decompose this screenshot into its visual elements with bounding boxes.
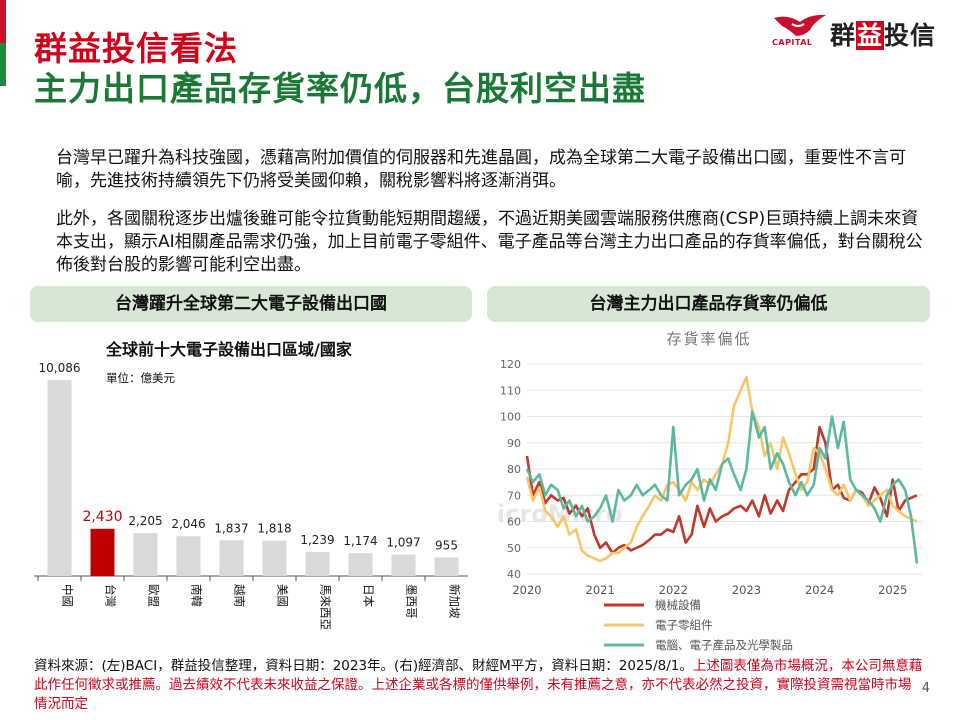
bar-value-label: 1,174 bbox=[343, 534, 377, 548]
bar-category-label: 歐盟 bbox=[147, 584, 161, 607]
body-paragraph-2: 此外，各國關稅逐步出爐後雖可能令拉貨動能短期間趨緩，不過近期美國雲端服務供應商(… bbox=[56, 209, 923, 275]
bar-value-label: 2,205 bbox=[128, 514, 162, 528]
bar-category-label: 中國 bbox=[61, 584, 75, 607]
bar-美國 bbox=[262, 540, 287, 576]
bar-越南 bbox=[219, 540, 244, 576]
y-tick-label: 120 bbox=[500, 358, 521, 371]
page-number: 4 bbox=[921, 681, 930, 696]
bar-category-label: 日本 bbox=[362, 584, 376, 607]
bar-value-label: 1,239 bbox=[300, 533, 334, 547]
left-panel-heading: 台灣躍升全球第二大電子設備出口國 bbox=[30, 286, 472, 322]
bar-value-label: 1,097 bbox=[386, 536, 420, 550]
bar-value-label: 1,837 bbox=[214, 521, 248, 535]
page-title: 群益投信看法 bbox=[34, 29, 238, 68]
logo-caption: CAPITAL bbox=[772, 38, 813, 47]
disclaimer-text: 上述圖表僅為市場概況，本公司無意藉此作任何徵求或推薦。過去績效不代表未來收益之保… bbox=[34, 658, 923, 712]
bar-category-label: 台灣 bbox=[104, 584, 118, 607]
export-bar-chart: 全球前十大電子設備出口區域/國家單位：億美元 10,086 中國 2,430 台灣 2,2… bbox=[30, 330, 472, 655]
x-tick-label: 2021 bbox=[586, 583, 615, 597]
logo-wordmark: 群益投信 bbox=[830, 21, 937, 50]
y-tick-label: 60 bbox=[507, 516, 521, 529]
bar-value-label: 955 bbox=[435, 538, 458, 552]
legend-label: 機械設備 bbox=[655, 598, 701, 612]
x-tick-label: 2022 bbox=[659, 583, 688, 597]
bar-value-label: 1,818 bbox=[257, 522, 291, 536]
bar-chart-unit: 單位：億美元 bbox=[106, 371, 175, 385]
y-tick-label: 50 bbox=[507, 542, 521, 555]
bar-category-label: 新加坡 bbox=[448, 584, 462, 619]
x-tick-label: 2020 bbox=[512, 583, 541, 597]
bar-category-label: 美國 bbox=[276, 584, 290, 607]
body-paragraph-1: 台灣早已躍升為科技強國，憑藉高附加價值的伺服器和先進晶圓，成為全球第二大電子設備… bbox=[56, 148, 906, 191]
bar-category-label: 越南 bbox=[233, 584, 247, 607]
y-tick-label: 40 bbox=[507, 568, 521, 581]
bar-中國 bbox=[47, 380, 72, 576]
bar-日本 bbox=[348, 553, 373, 576]
bar-value-label: 2,430 bbox=[82, 509, 122, 525]
legend-label: 電子零組件 bbox=[655, 618, 713, 632]
bar-category-label: 墨西哥 bbox=[405, 584, 419, 619]
x-tick-label: 2023 bbox=[732, 583, 761, 597]
y-tick-label: 90 bbox=[507, 437, 521, 450]
y-tick-label: 110 bbox=[500, 384, 521, 397]
page-subtitle: 主力出口產品存貨率仍低，台股利空出盡 bbox=[34, 69, 646, 108]
legend-label: 電腦、電子產品及光學製品 bbox=[655, 638, 793, 652]
series-line-1 bbox=[525, 425, 918, 555]
bar-歐盟 bbox=[133, 533, 158, 576]
bar-新加坡 bbox=[434, 557, 459, 576]
bar-南韓 bbox=[176, 536, 201, 576]
x-tick-label: 2024 bbox=[805, 583, 834, 597]
bar-category-label: 馬來西亞 bbox=[319, 584, 333, 630]
line-chart-title: 存貨率偏低 bbox=[666, 330, 751, 348]
bird-logo-icon bbox=[774, 14, 826, 36]
y-tick-label: 100 bbox=[500, 411, 521, 424]
bar-馬來西亞 bbox=[305, 551, 330, 576]
bar-台灣 bbox=[90, 528, 115, 576]
x-tick-label: 2025 bbox=[878, 583, 907, 597]
series-line-3 bbox=[525, 410, 919, 564]
y-tick-label: 70 bbox=[507, 489, 521, 502]
inventory-line-chart: 存貨率偏低 icroMicro 40 50 60 70 80 90 100 110 120 2020 2… bbox=[487, 322, 930, 655]
capital-logo: 群益投信 CAPITAL bbox=[770, 12, 948, 50]
bar-墨西哥 bbox=[391, 554, 416, 576]
source-text: 資料來源：(左)BACI，群益投信整理，資料日期：2023年。(右)經濟部、財經… bbox=[34, 658, 693, 674]
bar-chart-title: 全球前十大電子設備出口區域/國家 bbox=[105, 340, 353, 359]
left-accent-bar bbox=[0, 0, 6, 86]
footer-note: 資料來源：(左)BACI，群益投信整理，資料日期：2023年。(右)經濟部、財經… bbox=[34, 657, 924, 714]
bar-value-label: 2,046 bbox=[171, 517, 205, 531]
bar-value-label: 10,086 bbox=[39, 361, 81, 375]
bar-category-label: 南韓 bbox=[190, 584, 204, 607]
right-panel-heading: 台灣主力出口產品存貨率仍偏低 bbox=[487, 286, 930, 322]
y-tick-label: 80 bbox=[507, 463, 521, 476]
